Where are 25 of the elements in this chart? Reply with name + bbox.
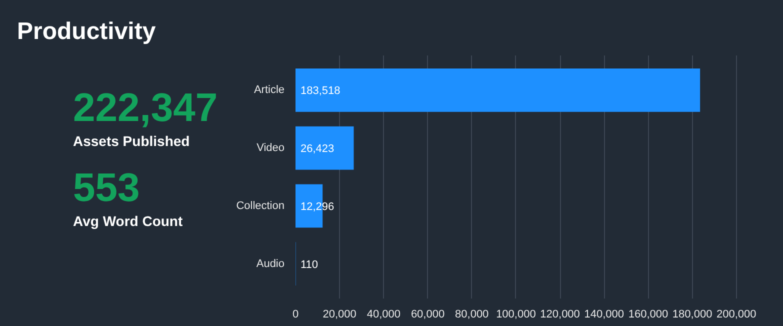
x-tick-label: 120,000 [540,308,580,320]
x-tick-label: 80,000 [455,308,489,320]
y-tick-label: Video [256,142,284,154]
x-tick-label: 180,000 [672,308,712,320]
text: Productivity [17,17,156,47]
bar [296,126,354,170]
data-label: 183,518 [300,85,340,98]
x-tick-label: 140,000 [584,308,624,320]
y-tick-label: Audio [256,258,285,270]
text: 222,347 [73,85,218,131]
x-tick-label: 40,000 [366,308,401,320]
x-tick-label: 160,000 [628,308,668,320]
text: 553 [73,165,141,211]
x-tick-label: 60,000 [410,308,445,320]
x-tick-label: 100,000 [496,308,536,320]
bar [296,68,700,112]
data-label: 26,423 [300,143,334,156]
y-tick-label: Collection [236,200,285,212]
text: Assets Published [73,132,191,151]
x-tick-label: 20,000 [322,308,356,320]
x-tick-label: 0 [292,308,299,320]
x-tick-label: 200,000 [716,308,756,320]
text: Avg Word Count [73,212,184,231]
y-tick-label: Article [254,84,284,96]
data-label: 110 [300,258,318,271]
